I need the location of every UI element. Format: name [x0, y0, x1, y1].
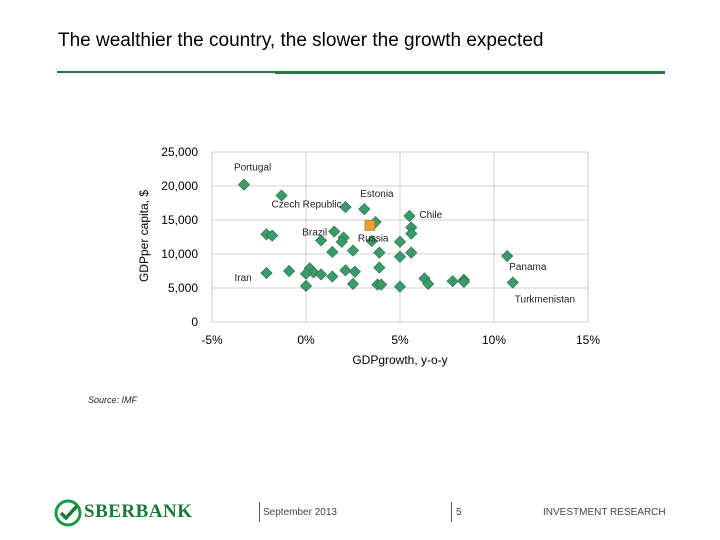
title-rule-right — [275, 71, 665, 74]
data-point — [346, 244, 360, 257]
data-point — [339, 264, 352, 277]
y-tick-label: 15,000 — [161, 213, 198, 227]
data-point — [373, 246, 386, 259]
data-point — [266, 229, 279, 242]
point-label: Panama — [509, 262, 547, 273]
brand-name: SBERBANK — [84, 501, 193, 522]
x-tick-labels: -5% 0% 5% 10% 15% — [201, 333, 600, 347]
data-point — [282, 264, 296, 278]
x-tick-label: -5% — [201, 333, 223, 347]
data-point — [299, 279, 313, 293]
data-point — [375, 278, 388, 291]
data-point — [422, 277, 435, 291]
x-tick-label: 5% — [391, 333, 409, 347]
point-label: Chile — [419, 210, 442, 221]
data-point — [405, 227, 418, 240]
data-point — [506, 276, 519, 289]
data-point — [457, 275, 471, 288]
y-tick-label: 20,000 — [161, 179, 198, 193]
data-point — [405, 221, 418, 234]
x-tick-label: 10% — [482, 333, 506, 347]
y-tick-label: 25,000 — [161, 145, 198, 159]
y-tick-label: 10,000 — [161, 247, 198, 261]
chart-grid — [211, 151, 589, 323]
data-point — [348, 265, 361, 278]
footer-date: September 2013 — [263, 507, 337, 518]
x-tick-label: 0% — [297, 333, 315, 347]
footer-section: INVESTMENT RESEARCH — [543, 507, 666, 518]
x-tick-label: 15% — [576, 333, 600, 347]
point-label: Turkmenistan — [515, 295, 575, 306]
x-axis-label: GDPgrowth, y-o-y — [352, 353, 447, 367]
point-label: Czech Republic — [272, 200, 342, 211]
point-label: Brazil — [302, 228, 327, 239]
highlight-point — [364, 220, 376, 231]
data-point — [393, 280, 407, 293]
slide-title: The wealthier the country, the slower th… — [58, 30, 544, 51]
data-point — [346, 277, 360, 291]
y-tick-label: 0 — [191, 315, 198, 329]
data-point — [365, 234, 378, 248]
source-note: Source: IMF — [88, 395, 138, 405]
data-point — [501, 249, 514, 263]
point-label: Estonia — [360, 189, 394, 200]
data-point — [314, 234, 328, 247]
footer-divider — [259, 502, 260, 522]
point-label: Russia — [358, 233, 389, 244]
page-number: 5 — [456, 507, 462, 518]
y-tick-labels: 0 5,000 10,000 15,000 20,000 25,000 — [161, 145, 198, 329]
data-point — [373, 261, 386, 274]
data-point — [237, 178, 251, 191]
data-point — [358, 203, 371, 216]
data-point — [403, 209, 416, 223]
data-point — [446, 275, 459, 288]
y-tick-label: 5,000 — [168, 281, 198, 295]
data-points — [237, 178, 519, 293]
data-point — [405, 246, 418, 259]
point-label: Portugal — [234, 163, 271, 174]
sberbank-logo-icon — [54, 499, 82, 527]
data-point — [299, 267, 313, 280]
data-point — [326, 245, 339, 259]
data-point — [314, 268, 328, 281]
data-point — [335, 235, 348, 248]
data-point — [393, 250, 407, 263]
data-point — [328, 225, 341, 238]
point-labels: Portugal Czech Republic Estonia Chile Brazil… — [234, 163, 575, 306]
data-point — [260, 266, 273, 280]
data-point — [275, 189, 288, 202]
footer-divider — [451, 502, 452, 522]
data-point — [339, 200, 352, 214]
data-point — [393, 235, 407, 248]
data-point — [326, 270, 339, 283]
point-label: Iran — [235, 273, 252, 284]
y-axis-label: GDPper capita, $ — [137, 190, 151, 282]
title-rule-left — [57, 71, 275, 73]
